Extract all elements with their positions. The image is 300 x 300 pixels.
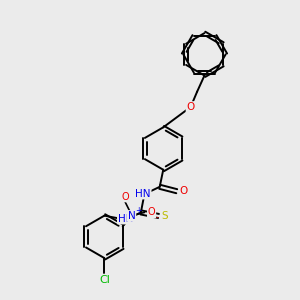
Text: HN: HN bbox=[118, 214, 133, 224]
Text: O: O bbox=[121, 191, 129, 202]
Text: O: O bbox=[179, 186, 188, 196]
Text: O: O bbox=[148, 207, 155, 218]
Text: N: N bbox=[128, 211, 135, 221]
Text: S: S bbox=[162, 211, 168, 221]
Text: -: - bbox=[156, 213, 158, 222]
Text: Cl: Cl bbox=[99, 275, 110, 285]
Text: +: + bbox=[135, 206, 141, 215]
Text: O: O bbox=[187, 102, 195, 112]
Text: HN: HN bbox=[135, 189, 151, 199]
